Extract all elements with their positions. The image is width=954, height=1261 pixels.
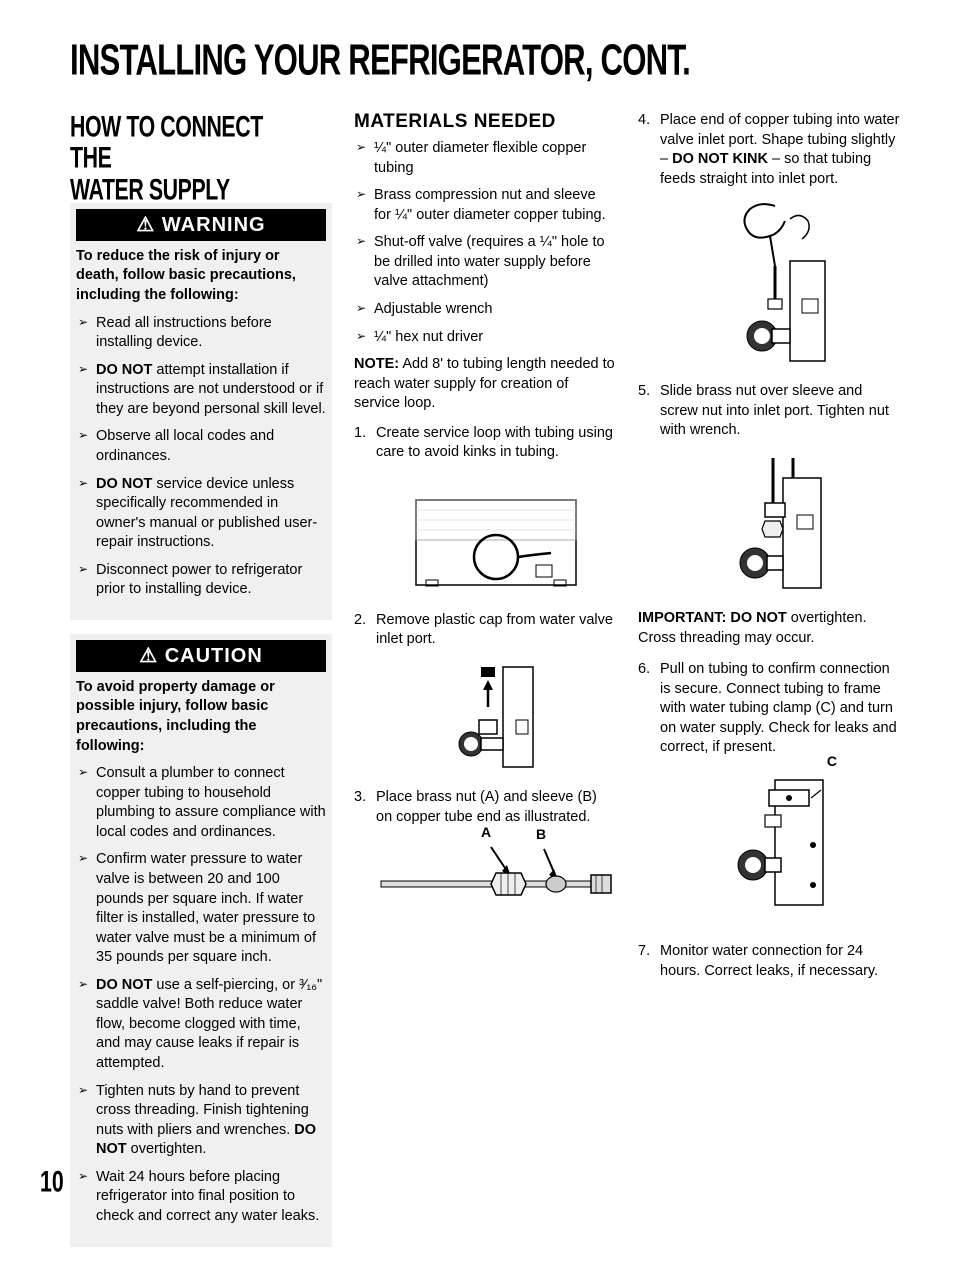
steps-col3: Place end of copper tubing into water va… [638,111,900,593]
steps-col3-b: Pull on tubing to confirm connection is … [638,660,900,982]
list-item: Wait 24 hours before placing refrigerato… [76,1168,326,1227]
list-item: Brass compression nut and sleeve for ¼" … [354,186,616,225]
warning-intro: To reduce the risk of injury or death, f… [76,247,326,306]
important-label: IMPORTANT: DO NOT [638,610,787,626]
column-3: Place end of copper tubing into water va… [638,111,900,1261]
list-item: ¼" hex nut driver [354,328,616,348]
list-item: Adjustable wrench [354,300,616,320]
column-2: MATERIALS NEEDED ¼" outer diameter flexi… [354,111,616,1261]
list-item: DO NOT use a self-piercing, or ³⁄₁₆" sad… [76,976,326,1074]
step-1: Create service loop with tubing using ca… [354,424,616,595]
content-columns: HOW TO CONNECT THE WATER SUPPLY ⚠ WARNIN… [70,111,904,1261]
list-item: DO NOT service device unless specificall… [76,475,326,553]
caution-bar: ⚠ CAUTION [76,640,326,672]
step-text: Place end of copper tubing into water va… [660,112,899,187]
figure-remove-cap [451,662,541,772]
important-note: IMPORTANT: DO NOT overtighten. Cross thr… [638,609,900,648]
step-text: Place brass nut (A) and sleeve (B) on co… [376,789,597,825]
caution-intro: To avoid property damage or possible inj… [76,678,326,756]
list-item: Consult a plumber to connect copper tubi… [76,764,326,842]
steps-col2: Create service loop with tubing using ca… [354,424,616,932]
figure-tighten-nut [725,453,835,593]
list-item: Read all instructions before installing … [76,314,326,353]
note-text: NOTE: Add 8' to tubing length needed to … [354,355,616,414]
figure-insert-tubing [720,201,840,366]
section-title-line1: HOW TO CONNECT THE [70,109,263,175]
list-item: Confirm water pressure to water valve is… [76,850,326,967]
page-title: INSTALLING YOUR REFRIGERATOR, CONT. [70,37,754,86]
list-item: ¼" outer diameter flexible copper tubing [354,139,616,178]
step-6: Pull on tubing to confirm connection is … [638,660,900,932]
materials-list: ¼" outer diameter flexible copper tubing… [354,139,616,347]
caution-box: ⚠ CAUTION To avoid property damage or po… [70,634,332,1247]
label-b: B [536,825,546,844]
warning-list: Read all instructions before installing … [76,314,326,600]
label-c: C [827,752,837,771]
column-1: HOW TO CONNECT THE WATER SUPPLY ⚠ WARNIN… [70,111,332,1261]
section-title: HOW TO CONNECT THE WATER SUPPLY [70,111,285,205]
step-text: Pull on tubing to confirm connection is … [660,661,897,755]
figure-nut-sleeve [376,839,616,909]
list-item: Tighten nuts by hand to prevent cross th… [76,1082,326,1160]
page-number: 10 [40,1164,64,1200]
materials-heading: MATERIALS NEEDED [354,111,616,133]
step-text: Remove plastic cap from water valve inle… [376,612,613,648]
list-item: Observe all local codes and ordinances. [76,427,326,466]
warning-box: ⚠ WARNING To reduce the risk of injury o… [70,203,332,620]
list-item: DO NOT attempt installation if instructi… [76,361,326,420]
section-title-line2: WATER SUPPLY [70,171,230,206]
note-label: NOTE: [354,356,399,372]
step-7: Monitor water connection for 24 hours. C… [638,942,900,981]
figure-service-loop [406,475,586,595]
step-2: Remove plastic cap from water valve inle… [354,611,616,772]
step-text: Slide brass nut over sleeve and screw nu… [660,383,889,438]
step-5: Slide brass nut over sleeve and screw nu… [638,382,900,593]
caution-list: Consult a plumber to connect copper tubi… [76,764,326,1226]
warning-bar: ⚠ WARNING [76,209,326,241]
step-text: Monitor water connection for 24 hours. C… [660,943,878,979]
figure-clamp [725,770,835,910]
label-a: A [481,823,491,842]
list-item: Disconnect power to refrigerator prior t… [76,561,326,600]
step-3: Place brass nut (A) and sleeve (B) on co… [354,788,616,932]
step-4: Place end of copper tubing into water va… [638,111,900,366]
list-item: Shut-off valve (requires a ¼" hole to be… [354,233,616,292]
step-text: Create service loop with tubing using ca… [376,425,613,461]
